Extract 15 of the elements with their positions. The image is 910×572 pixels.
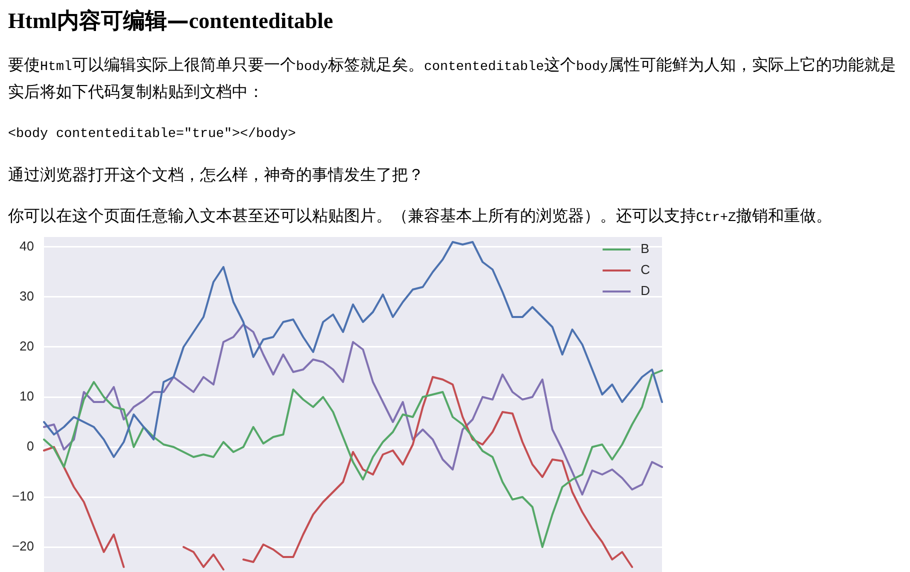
y-tick-label: 10 [20,388,34,404]
y-tick-label: −20 [12,538,34,554]
y-tick-label: −10 [12,488,34,504]
text: 通过浏览器打开这个文档，怎么样，神奇的事情发生了把？ [8,165,424,184]
chart-title: Html内容可编辑—contenteditable [8,8,334,34]
y-tick-label: 0 [26,438,34,454]
legend-label: C [640,262,650,278]
y-tick-label: 30 [20,288,34,304]
y-tick-label: 20 [20,338,34,354]
y-tick-label: 40 [20,238,34,254]
legend-label: B [640,241,650,256]
legend-label: D [640,283,650,298]
text: 你可以在这个页面任意输入文本甚至还可以粘贴图片。（兼容基本上所有的浏览器）。还可以支持Ctr+Z撤销和重做。 [8,206,832,226]
text: 要使Html可以编辑实际上很简单只要一个body标签就足矣。contenteditable这个body属性可能鲜为人知，实际上它的功能就是实后将如下代码复制粘贴到文档中： [8,55,896,101]
text: <body contenteditable="true"></body> [8,127,296,142]
